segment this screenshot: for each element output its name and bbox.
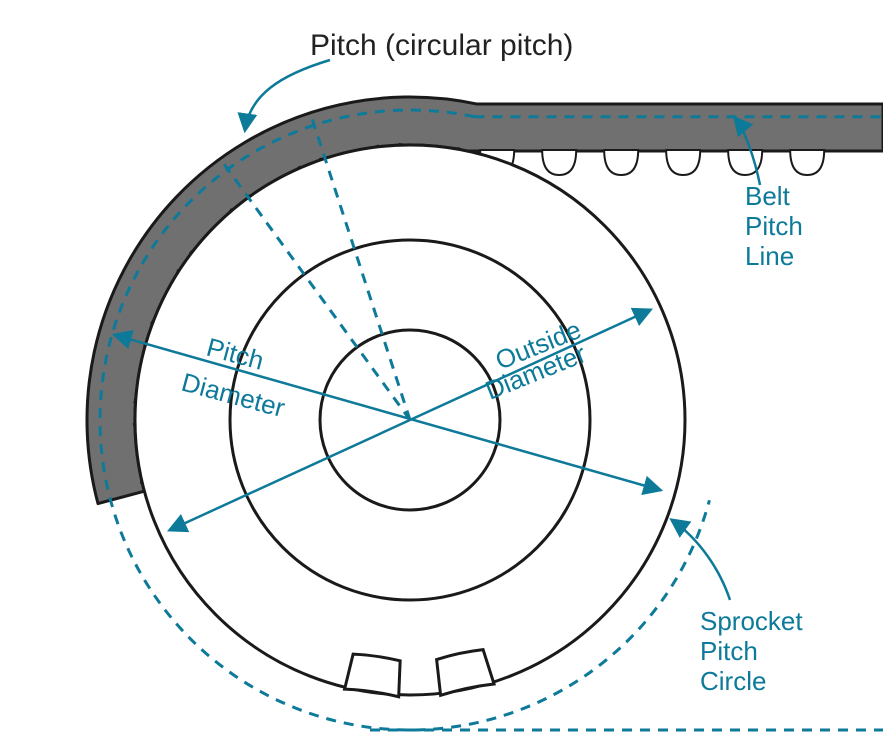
sprocket-pitch-diagram: Pitch (circular pitch) Belt Pitch Line P… [0,0,883,756]
sprocket-pitch-label-2: Pitch [700,636,758,666]
belt-pitch-line-label-1: Belt [745,181,791,211]
belt-pitch-line-label-3: Line [745,241,794,271]
belt-pitch-line-label-2: Pitch [745,211,803,241]
pitch-title: Pitch (circular pitch) [310,29,573,62]
sprocket-pitch-label-1: Sprocket [700,606,803,636]
sprocket-pitch-label-3: Circle [700,666,766,696]
